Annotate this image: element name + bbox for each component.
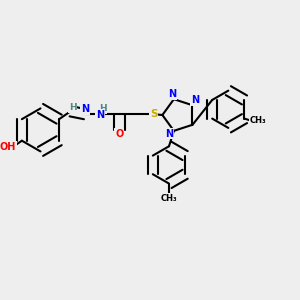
- Text: N: N: [96, 110, 104, 120]
- Text: O: O: [115, 129, 124, 139]
- Text: S: S: [150, 109, 158, 119]
- Text: OH: OH: [0, 142, 16, 152]
- Text: CH₃: CH₃: [161, 194, 177, 203]
- Text: N: N: [165, 129, 173, 139]
- Text: H: H: [69, 103, 76, 112]
- Text: N: N: [191, 95, 199, 105]
- Text: CH₃: CH₃: [250, 116, 266, 125]
- Text: N: N: [168, 89, 176, 99]
- Text: N: N: [81, 104, 89, 114]
- Text: H: H: [99, 104, 106, 113]
